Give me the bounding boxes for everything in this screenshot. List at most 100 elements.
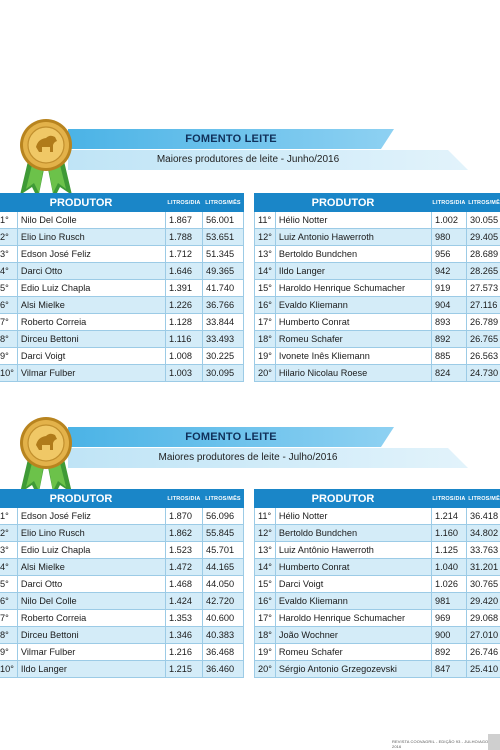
producer-name-cell: Edio Luiz Chapla xyxy=(16,279,167,297)
litros-mes-cell: 36.460 xyxy=(202,660,244,678)
table-row: 9° Vilmar Fulber 1.216 36.468 xyxy=(0,643,244,661)
litros-dia-cell: 1.160 xyxy=(431,524,467,542)
rank-cell: 1° xyxy=(0,211,18,229)
producer-name-cell: Luiz Antonio Hawerroth xyxy=(274,228,433,246)
ranking-section-july: FOMENTO LEITE Maiores produtores de leit… xyxy=(0,413,500,683)
rank-cell: 7° xyxy=(0,609,18,627)
table-row: 14° Ildo Langer 942 28.265 xyxy=(254,262,500,280)
litros-dia-cell: 1.468 xyxy=(165,575,203,593)
rank-cell: 15° xyxy=(254,279,276,297)
litros-dia-cell: 1.216 xyxy=(165,643,203,661)
table-row: 1° Nilo Del Colle 1.867 56.001 xyxy=(0,211,244,229)
rank-cell: 3° xyxy=(0,245,18,263)
rank-cell: 16° xyxy=(254,296,276,314)
producer-name-cell: Nilo Del Colle xyxy=(16,592,167,610)
ranking-table-right: PRODUTOR LITROS/DIA LITROS/MÊS 11°Hélio … xyxy=(254,193,500,382)
producer-name-cell: Bertoldo Bundchen xyxy=(274,524,433,542)
litros-dia-cell: 1.353 xyxy=(165,609,203,627)
table-row: 17° Haroldo Henrique Schumacher 969 29.068 xyxy=(254,609,500,627)
rank-cell: 18° xyxy=(254,626,276,644)
litros-dia-cell: 1.116 xyxy=(165,330,203,348)
table-row: 16° Evaldo Kliemann 981 29.420 xyxy=(254,592,500,610)
ranking-table-left: PRODUTOR LITROS/DIA LITROS/MÊS 1° Nilo De… xyxy=(0,193,244,382)
litros-mes-cell: 51.345 xyxy=(202,245,244,263)
litros-mes-cell: 34.802 xyxy=(466,524,500,542)
litros-mes-cell: 25.410 xyxy=(466,660,500,678)
column-header-litros-mes: LITROS/MÊS xyxy=(202,489,244,508)
litros-mes-cell: 30.095 xyxy=(202,364,244,382)
rank-cell: 3° xyxy=(0,541,18,559)
table-row: 19° Romeu Schafer 892 26.746 xyxy=(254,643,500,661)
table-row: 9° Darci Voigt 1.008 30.225 xyxy=(0,347,244,365)
litros-dia-cell: 1.003 xyxy=(165,364,203,382)
rank-cell: 20° xyxy=(254,364,276,382)
rank-cell: 5° xyxy=(0,279,18,297)
column-header-litros-mes: LITROS/MÊS xyxy=(466,489,500,508)
producer-name-cell: Evaldo Kliemann xyxy=(274,296,433,314)
litros-dia-cell: 1.040 xyxy=(431,558,467,576)
table-row: 1° Edson José Feliz 1.870 56.096 xyxy=(0,507,244,525)
producer-name-cell: Dirceu Bettoni xyxy=(16,330,167,348)
litros-mes-cell: 29.405 xyxy=(466,228,500,246)
litros-mes-cell: 33.493 xyxy=(202,330,244,348)
table-body: 1° Nilo Del Colle 1.867 56.001 2° Elio Lino R… xyxy=(0,211,244,382)
rank-cell: 14° xyxy=(254,262,276,280)
producer-name-cell: Humberto Conrat xyxy=(274,313,433,331)
litros-dia-cell: 892 xyxy=(431,643,467,661)
producer-name-cell: Nilo Del Colle xyxy=(16,211,167,229)
producer-name-cell: Edson José Feliz xyxy=(16,245,167,263)
rank-cell: 6° xyxy=(0,592,18,610)
rank-cell: 5° xyxy=(0,575,18,593)
rank-cell: 2° xyxy=(0,228,18,246)
litros-dia-cell: 1.424 xyxy=(165,592,203,610)
rank-cell: 9° xyxy=(0,643,18,661)
litros-dia-cell: 919 xyxy=(431,279,467,297)
litros-mes-cell: 41.740 xyxy=(202,279,244,297)
rank-cell: 14° xyxy=(254,558,276,576)
producer-name-cell: Hélio Notter xyxy=(274,507,433,525)
litros-dia-cell: 847 xyxy=(431,660,467,678)
column-header-litros-dia: LITROS/DIA xyxy=(431,489,467,508)
rank-cell: 17° xyxy=(254,609,276,627)
litros-mes-cell: 40.383 xyxy=(202,626,244,644)
producer-name-cell: Humberto Conrat xyxy=(274,558,433,576)
table-row: 2° Elio Lino Rusch 1.788 53.651 xyxy=(0,228,244,246)
section-subtitle-bar: Maiores produtores de leite - Junho/2016 xyxy=(68,150,468,170)
litros-dia-cell: 980 xyxy=(431,228,467,246)
section-title-bar: FOMENTO LEITE xyxy=(68,427,394,447)
litros-mes-cell: 28.265 xyxy=(466,262,500,280)
table-row: 15° Haroldo Henrique Schumacher 919 27.573 xyxy=(254,279,500,297)
litros-dia-cell: 885 xyxy=(431,347,467,365)
producer-name-cell: Elio Lino Rusch xyxy=(16,524,167,542)
table-body: 11° Hélio Notter 1.214 36.418 12° Bertoldo Bu… xyxy=(254,507,500,678)
rank-cell: 4° xyxy=(0,262,18,280)
litros-dia-cell: 1.128 xyxy=(165,313,203,331)
litros-mes-cell: 40.600 xyxy=(202,609,244,627)
rank-cell: 8° xyxy=(0,330,18,348)
rank-cell: 9° xyxy=(0,347,18,365)
producer-name-cell: Vilmar Fulber xyxy=(16,364,167,382)
producer-name-cell: João Wochner xyxy=(274,626,433,644)
rank-cell: 2° xyxy=(0,524,18,542)
gold-medal-icon xyxy=(14,117,78,203)
litros-dia-cell: 892 xyxy=(431,330,467,348)
producer-name-cell: Roberto Correia xyxy=(16,609,167,627)
litros-dia-cell: 1.870 xyxy=(165,507,203,525)
rank-cell: 19° xyxy=(254,643,276,661)
section-subtitle-bar: Maiores produtores de leite - Julho/2016 xyxy=(68,448,468,468)
rank-cell: 12° xyxy=(254,228,276,246)
column-header-litros-dia: LITROS/DIA xyxy=(165,193,203,212)
ranking-table-left: PRODUTOR LITROS/DIA LITROS/MÊS 1° Edson J… xyxy=(0,489,244,678)
rank-cell: 11° xyxy=(254,507,276,525)
rank-cell: 6° xyxy=(0,296,18,314)
section-title: FOMENTO LEITE xyxy=(185,431,277,443)
litros-dia-cell: 1.226 xyxy=(165,296,203,314)
litros-mes-cell: 56.001 xyxy=(202,211,244,229)
table-row: 14° Humberto Conrat 1.040 31.201 xyxy=(254,558,500,576)
producer-name-cell: Edson José Feliz xyxy=(16,507,167,525)
table-row: 5° Darci Otto 1.468 44.050 xyxy=(0,575,244,593)
litros-dia-cell: 1.646 xyxy=(165,262,203,280)
rank-cell: 20° xyxy=(254,660,276,678)
table-row: 12° Bertoldo Bundchen 1.160 34.802 xyxy=(254,524,500,542)
table-row: 4° Alsi Mielke 1.472 44.165 xyxy=(0,558,244,576)
